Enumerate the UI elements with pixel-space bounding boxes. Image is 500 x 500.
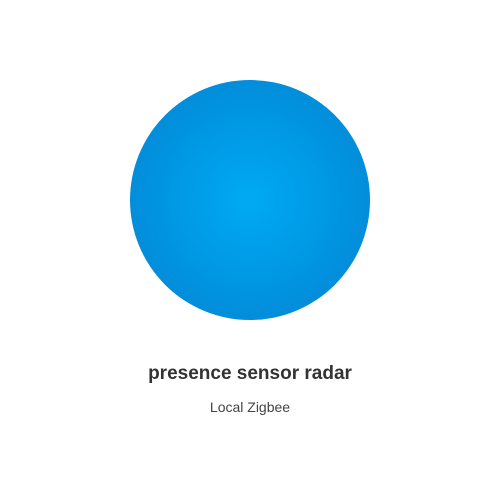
device-name: presence sensor radar [148,363,352,384]
circle-device-icon [130,80,370,320]
device-subtitle: Local Zigbee [209,399,291,415]
